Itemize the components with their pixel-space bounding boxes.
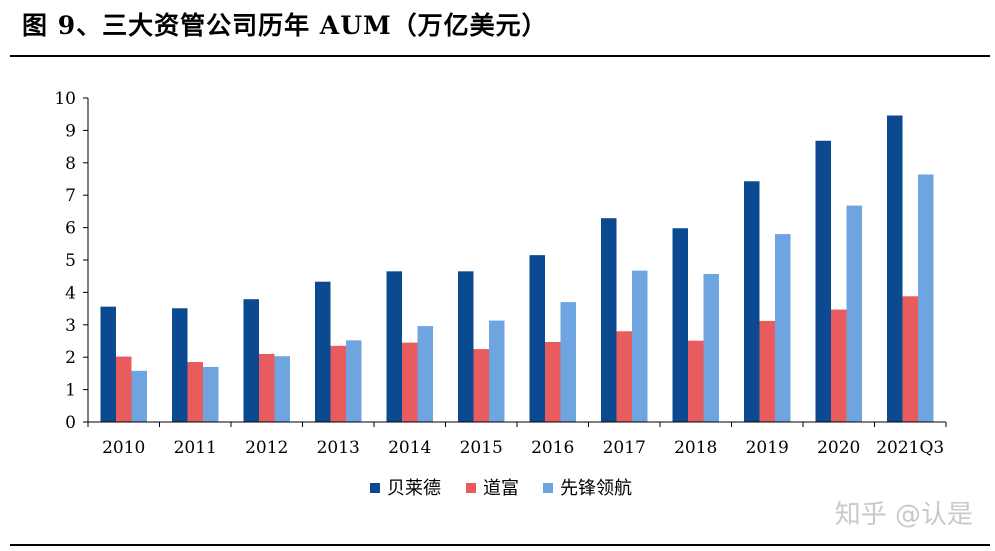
x-tick-label: 2015 xyxy=(460,438,503,458)
bar-2010-series-2 xyxy=(131,370,147,422)
bar-2018-series-1 xyxy=(688,340,704,422)
x-tick-label: 2016 xyxy=(531,438,574,458)
legend: 贝莱德 道富 先锋领航 xyxy=(370,478,632,499)
bar-2012-series-0 xyxy=(243,299,259,422)
legend-label-1: 道富 xyxy=(483,478,519,499)
bar-2013-series-0 xyxy=(315,281,331,422)
bar-2012-series-1 xyxy=(259,353,275,422)
y-tick-label: 1 xyxy=(65,381,76,401)
bar-2010-series-1 xyxy=(116,356,132,422)
bar-2015-series-2 xyxy=(489,320,505,422)
watermark: 知乎 @认是 xyxy=(834,500,973,530)
bar-2014-series-2 xyxy=(417,326,433,422)
y-tick-label: 4 xyxy=(65,283,76,303)
y-tick-label: 9 xyxy=(65,121,76,141)
bar-2017-series-2 xyxy=(632,270,648,422)
x-tick-label: 2021Q3 xyxy=(876,438,944,458)
y-tick-label: 7 xyxy=(65,186,76,206)
bar-2019-series-1 xyxy=(759,320,775,422)
bar-2014-series-1 xyxy=(402,342,418,422)
figure-title: 图 9、三大资管公司历年 AUM（万亿美元） xyxy=(22,11,548,40)
y-tick-label: 8 xyxy=(65,154,76,174)
legend-swatch-1 xyxy=(466,483,476,493)
bar-2019-series-2 xyxy=(775,234,791,422)
y-tick-label: 10 xyxy=(54,89,76,109)
legend-swatch-0 xyxy=(370,483,380,493)
bar-2013-series-1 xyxy=(330,345,346,422)
x-tick-label: 2012 xyxy=(245,438,288,458)
y-tick-label: 5 xyxy=(65,251,76,271)
x-tick-label: 2020 xyxy=(817,438,860,458)
bar-2017-series-0 xyxy=(601,218,617,422)
x-tick-label: 2014 xyxy=(388,438,431,458)
bar-2021Q3-series-2 xyxy=(918,174,934,422)
bar-2015-series-0 xyxy=(458,271,474,422)
legend-swatch-2 xyxy=(543,483,553,493)
bar-2016-series-0 xyxy=(529,255,545,422)
x-tick-label: 2013 xyxy=(317,438,360,458)
bar-2017-series-1 xyxy=(616,331,632,422)
y-tick-label: 0 xyxy=(65,413,76,433)
y-tick-label: 6 xyxy=(65,219,76,239)
bar-2021Q3-series-0 xyxy=(887,115,903,422)
x-tick-label: 2018 xyxy=(674,438,717,458)
bar-2013-series-2 xyxy=(346,340,362,422)
bar-2011-series-2 xyxy=(203,366,219,422)
plot-area: 0 1 2 3 4 5 6 7 8 9 10 2010 2011 2012 2013 2014 2015 2016… xyxy=(54,89,947,458)
top-rule xyxy=(10,55,990,57)
bottom-rule xyxy=(10,544,990,546)
bar-2011-series-1 xyxy=(187,362,203,422)
legend-label-2: 先锋领航 xyxy=(560,478,632,499)
legend-label-0: 贝莱德 xyxy=(387,478,441,499)
bar-2012-series-2 xyxy=(274,356,290,422)
bar-2011-series-0 xyxy=(172,308,188,422)
y-tick-label: 3 xyxy=(65,316,76,336)
bar-2010-series-0 xyxy=(100,306,116,422)
bar-2019-series-0 xyxy=(744,181,760,422)
bar-2016-series-1 xyxy=(545,341,561,422)
bar-2018-series-0 xyxy=(672,228,688,422)
x-tick-label: 2010 xyxy=(102,438,145,458)
bar-2021Q3-series-1 xyxy=(902,296,918,422)
bar-2014-series-0 xyxy=(386,271,402,422)
bar-2015-series-1 xyxy=(473,349,489,422)
y-tick-label: 2 xyxy=(65,348,76,368)
bar-2020-series-2 xyxy=(846,205,862,422)
x-tick-label: 2011 xyxy=(174,438,217,458)
bar-2020-series-0 xyxy=(815,140,831,422)
bar-2016-series-2 xyxy=(560,302,576,422)
x-tick-label: 2019 xyxy=(746,438,789,458)
bar-2018-series-2 xyxy=(703,273,719,422)
x-tick-label: 2017 xyxy=(603,438,646,458)
bar-2020-series-1 xyxy=(831,309,847,422)
